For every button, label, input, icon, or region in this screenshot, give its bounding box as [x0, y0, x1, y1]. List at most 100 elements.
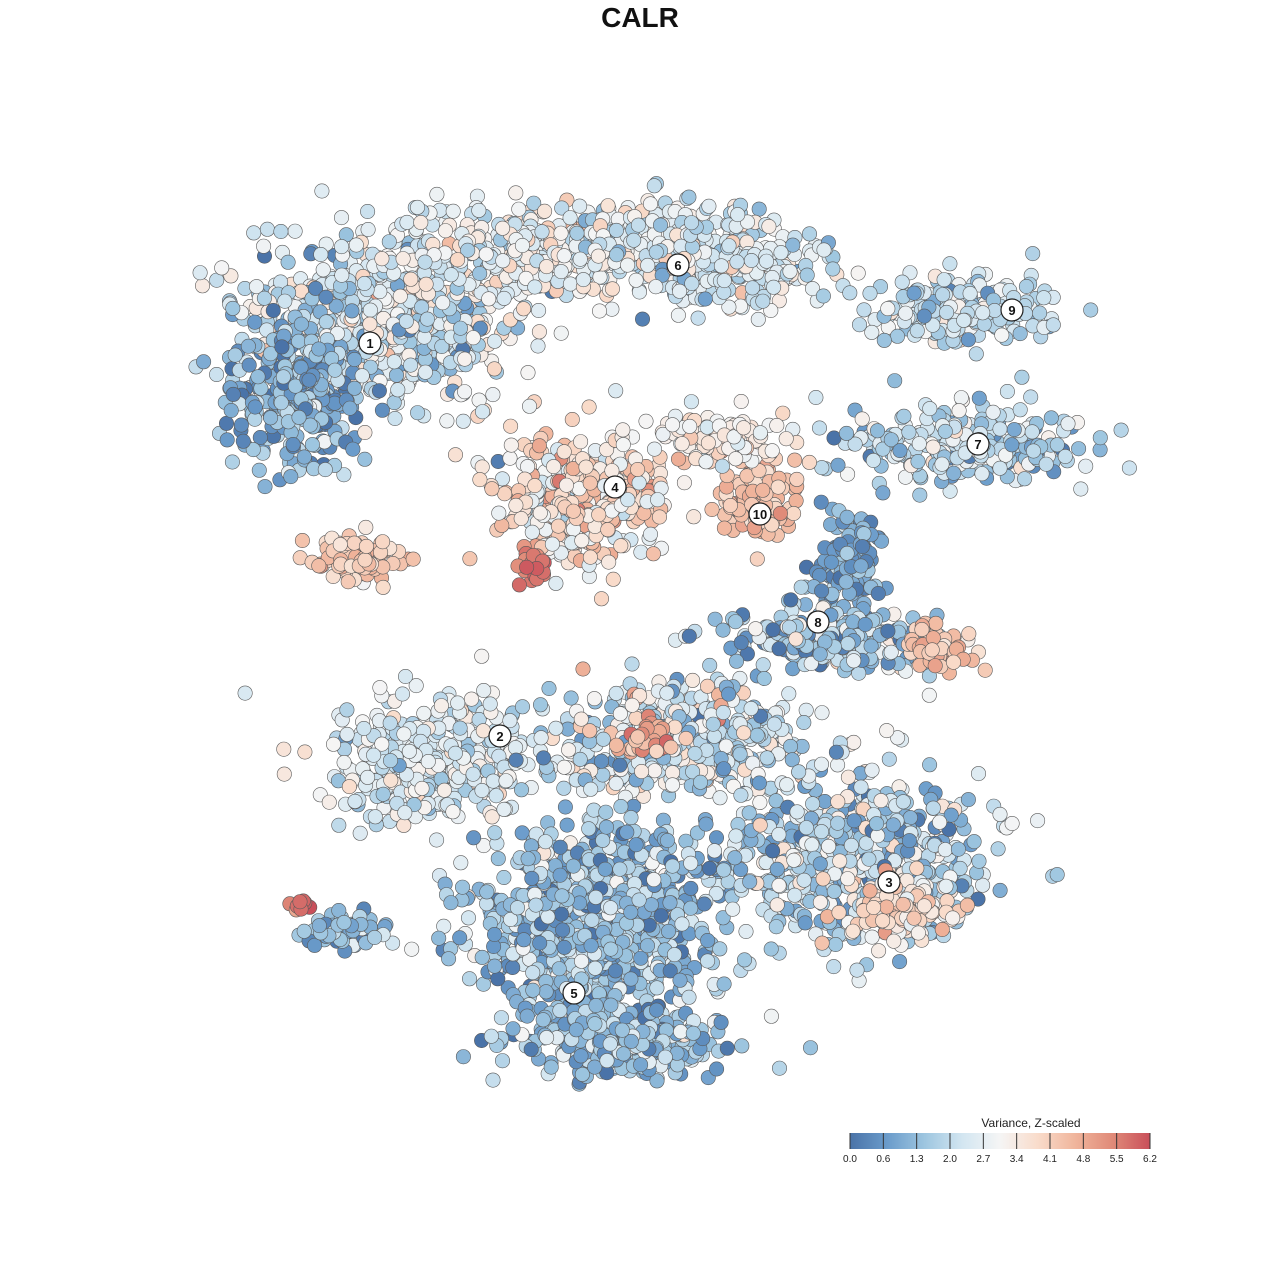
- cell-point: [968, 346, 984, 362]
- cell-point: [321, 794, 337, 810]
- cell-point: [358, 538, 374, 554]
- cell-point: [375, 534, 391, 550]
- cell-point: [339, 702, 355, 718]
- cell-point: [593, 591, 609, 607]
- cell-point: [550, 518, 566, 534]
- cell-point: [825, 261, 841, 277]
- cell-point: [315, 262, 331, 278]
- chart-title: CALR: [601, 2, 679, 33]
- cell-point: [431, 930, 447, 946]
- cell-point: [812, 646, 828, 662]
- cell-point: [414, 780, 430, 796]
- cell-point: [814, 583, 830, 599]
- cell-point: [395, 251, 411, 267]
- cell-point: [736, 725, 752, 741]
- cell-point: [650, 492, 666, 508]
- cell-point: [556, 248, 572, 264]
- cell-point: [865, 452, 881, 468]
- cell-point: [811, 420, 827, 436]
- cell-point: [946, 465, 962, 481]
- cell-point: [386, 354, 402, 370]
- cell-point: [733, 393, 749, 409]
- cell-point: [334, 267, 350, 283]
- cell-point: [646, 178, 662, 194]
- cell-point: [225, 386, 241, 402]
- cell-point: [608, 222, 624, 238]
- cell-point: [683, 215, 699, 231]
- cell-point: [690, 310, 706, 326]
- cell-point: [749, 551, 765, 567]
- cell-point: [256, 238, 272, 254]
- cell-point: [853, 558, 869, 574]
- cell-point: [733, 635, 749, 651]
- cell-point: [586, 691, 602, 707]
- cell-point: [630, 461, 646, 477]
- cell-point: [452, 320, 468, 336]
- cell-point: [360, 222, 376, 238]
- cell-point: [581, 821, 597, 837]
- cell-point: [1038, 456, 1054, 472]
- cell-point: [591, 303, 607, 319]
- cell-point: [572, 751, 588, 767]
- cell-point: [553, 225, 569, 241]
- cell-point: [553, 264, 569, 280]
- cell-point: [953, 390, 969, 406]
- cell-point: [974, 466, 990, 482]
- cell-point: [796, 714, 812, 730]
- cell-point: [485, 387, 501, 403]
- cell-point: [471, 202, 487, 218]
- cell-point: [317, 462, 333, 478]
- cell-point: [789, 471, 805, 487]
- cell-point: [816, 242, 832, 258]
- cell-point: [634, 763, 650, 779]
- cell-point: [462, 551, 478, 567]
- cell-point: [854, 411, 870, 427]
- cell-point: [1060, 416, 1076, 432]
- cell-point: [346, 351, 362, 367]
- cell-point: [945, 654, 961, 670]
- cell-point: [511, 577, 527, 593]
- cell-point: [608, 775, 624, 791]
- cell-point: [256, 290, 272, 306]
- cell-point: [783, 592, 799, 608]
- cell-point: [532, 697, 548, 713]
- cell-point: [344, 303, 360, 319]
- cell-point: [992, 460, 1008, 476]
- cell-point: [939, 304, 955, 320]
- cell-point: [352, 825, 368, 841]
- cell-point: [318, 289, 334, 305]
- cell-point: [838, 574, 854, 590]
- cell-point: [497, 486, 513, 502]
- cell-point: [766, 716, 782, 732]
- cell-point: [503, 418, 519, 434]
- cell-point: [1006, 422, 1022, 438]
- cell-point: [556, 759, 572, 775]
- cell-point: [901, 424, 917, 440]
- cell-point: [347, 793, 363, 809]
- cell-point: [461, 971, 477, 987]
- cell-point: [758, 253, 774, 269]
- cell-point: [434, 338, 450, 354]
- cell-point: [716, 761, 732, 777]
- cell-point: [937, 423, 953, 439]
- cell-point: [396, 817, 412, 833]
- cell-point: [781, 686, 797, 702]
- cell-point: [487, 333, 503, 349]
- cell-point: [535, 750, 551, 766]
- cell-point: [466, 830, 482, 846]
- cell-point: [463, 691, 479, 707]
- cell-point: [763, 1008, 779, 1024]
- cell-point: [651, 509, 667, 525]
- cell-point: [722, 497, 738, 513]
- cell-point: [291, 409, 307, 425]
- cell-point: [846, 734, 862, 750]
- cell-point: [911, 436, 927, 452]
- cell-point: [387, 410, 403, 426]
- cell-point: [604, 301, 620, 317]
- cell-point: [227, 347, 243, 363]
- cell-point: [846, 653, 862, 669]
- cell-point: [732, 746, 748, 762]
- cell-point: [1083, 302, 1099, 318]
- cell-point: [921, 687, 937, 703]
- cell-point: [356, 275, 372, 291]
